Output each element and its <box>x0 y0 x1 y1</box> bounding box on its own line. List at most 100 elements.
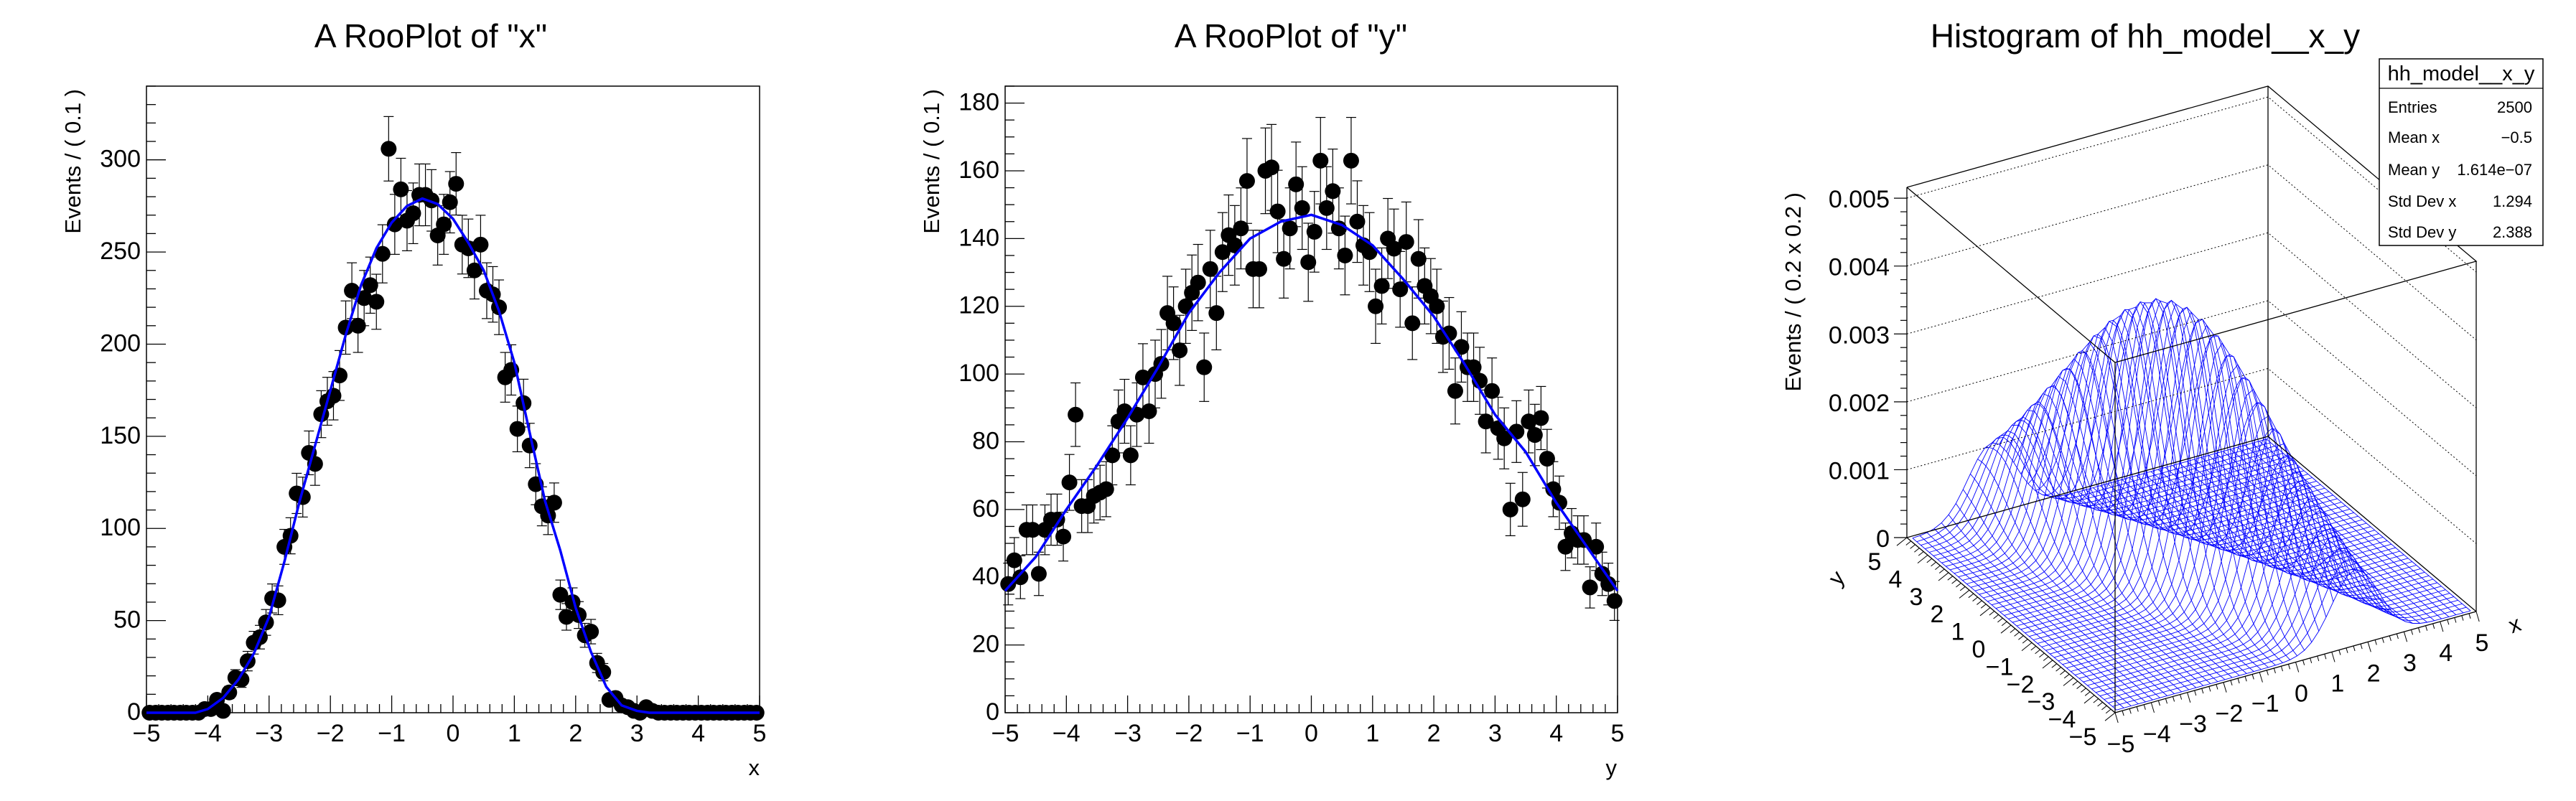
data-point <box>1386 240 1402 257</box>
y-tick <box>1968 593 1974 599</box>
y-axis-title: Events / ( 0.1 ) <box>919 89 944 234</box>
mesh-line-x <box>2116 569 2471 711</box>
data-point <box>546 495 562 511</box>
y-tick-label: −5 <box>2069 723 2097 751</box>
x-tick <box>2468 613 2471 619</box>
data-point <box>233 671 250 688</box>
data-point <box>1233 220 1249 237</box>
mesh-line-y <box>2201 456 2406 622</box>
y-tick-label: 140 <box>958 224 999 251</box>
y-tick-label: 60 <box>972 495 999 523</box>
mesh-line-x <box>1912 439 2267 539</box>
mesh-line-x <box>1921 430 2275 546</box>
data-point <box>393 181 409 197</box>
data-point <box>1606 593 1623 609</box>
y-tick <box>1917 555 1928 563</box>
mesh-line-x <box>1937 400 2292 560</box>
mesh-line-x <box>1933 410 2288 556</box>
x-tick-label: 1 <box>2330 670 2344 697</box>
data-point <box>362 277 378 294</box>
x-tick <box>2150 702 2155 713</box>
x-tick-label: 2 <box>1427 720 1441 747</box>
mesh-line-y <box>1912 538 2117 711</box>
data-point <box>374 245 391 262</box>
y-tick <box>2001 621 2007 627</box>
x-tick <box>2360 643 2363 650</box>
mesh-line-y <box>1926 532 2132 706</box>
x-tick <box>2244 676 2247 682</box>
x-tick <box>2259 672 2263 683</box>
data-point <box>1373 278 1390 294</box>
data-point <box>1312 152 1329 169</box>
stats-label: Entries <box>2388 98 2437 116</box>
x-tick <box>2122 711 2124 716</box>
stats-label: Std Dev y <box>2388 223 2456 241</box>
y-axis-title: Events / ( 0.1 ) <box>60 89 85 234</box>
mesh-line-x <box>1949 375 2305 571</box>
x-tick <box>2223 682 2227 693</box>
y-tick-label: 0 <box>1972 636 1986 663</box>
mesh-line-y <box>1919 535 2124 708</box>
mesh-line-x <box>1974 327 2330 591</box>
y-tick <box>1951 579 1957 584</box>
y-tick-label: 180 <box>958 89 999 116</box>
mesh-line-y <box>1955 503 2160 698</box>
mesh-line-y <box>2114 402 2320 632</box>
x-tick <box>2475 611 2480 622</box>
mesh-line-y <box>2143 473 2348 576</box>
y-tick-label: 1 <box>1951 619 1965 646</box>
mesh-line-y <box>2186 461 2391 611</box>
data-point <box>466 262 482 278</box>
data-point <box>1557 538 1574 555</box>
y-tick <box>1977 600 1982 605</box>
x-tick <box>2230 680 2233 686</box>
x-tick <box>2389 635 2391 641</box>
data-point <box>436 216 452 233</box>
data-point <box>1398 234 1414 250</box>
x-tick <box>2143 704 2146 710</box>
data-point <box>1208 305 1225 322</box>
x-tick <box>2266 670 2269 675</box>
x-tick <box>2273 668 2276 674</box>
x-tick <box>2194 690 2197 696</box>
y-tick <box>2051 663 2058 668</box>
mesh-line-x <box>2078 456 2434 679</box>
y-tick <box>1931 561 1936 567</box>
mesh-line-x <box>2104 535 2458 700</box>
frame-edge <box>1906 85 2478 363</box>
mesh-line-x <box>1983 314 2338 599</box>
y-tick <box>2084 691 2091 696</box>
stats-box-frame <box>2379 58 2544 246</box>
mesh-line-x <box>2008 300 2363 619</box>
y-tick <box>2039 652 2045 658</box>
mesh-line-y <box>1962 489 2167 696</box>
data-point <box>1533 410 1549 426</box>
z-gridline <box>1906 367 2477 544</box>
y-tick <box>2022 639 2028 644</box>
mesh-line-y <box>2006 403 2211 684</box>
mesh-line-y <box>2208 455 2413 624</box>
x-tick <box>2201 688 2204 694</box>
mesh-line-x <box>2053 377 2409 658</box>
data-point <box>1410 250 1427 267</box>
mesh-line-y <box>2100 354 2305 651</box>
mesh-line-y <box>2020 367 2226 680</box>
x-tick-label: −4 <box>194 720 222 747</box>
stats-label: Mean y <box>2388 161 2440 179</box>
x-tick <box>2396 633 2399 640</box>
y-tick <box>2093 698 2099 703</box>
mesh-line-x <box>2112 558 2467 707</box>
x-tick <box>2114 712 2119 723</box>
x-tick-label: −2 <box>2216 701 2244 728</box>
mesh-line-y <box>1999 419 2204 686</box>
y-tick <box>2000 624 2012 634</box>
plot-frame <box>1004 85 1618 713</box>
mesh-line-x <box>2050 364 2404 655</box>
y-tick-label: 250 <box>100 238 141 265</box>
x-tick <box>2165 698 2167 704</box>
data-point <box>1337 247 1353 263</box>
x-tick-label: 4 <box>2439 640 2453 667</box>
mesh-line-y <box>2027 350 2233 678</box>
data-point <box>1582 579 1598 596</box>
